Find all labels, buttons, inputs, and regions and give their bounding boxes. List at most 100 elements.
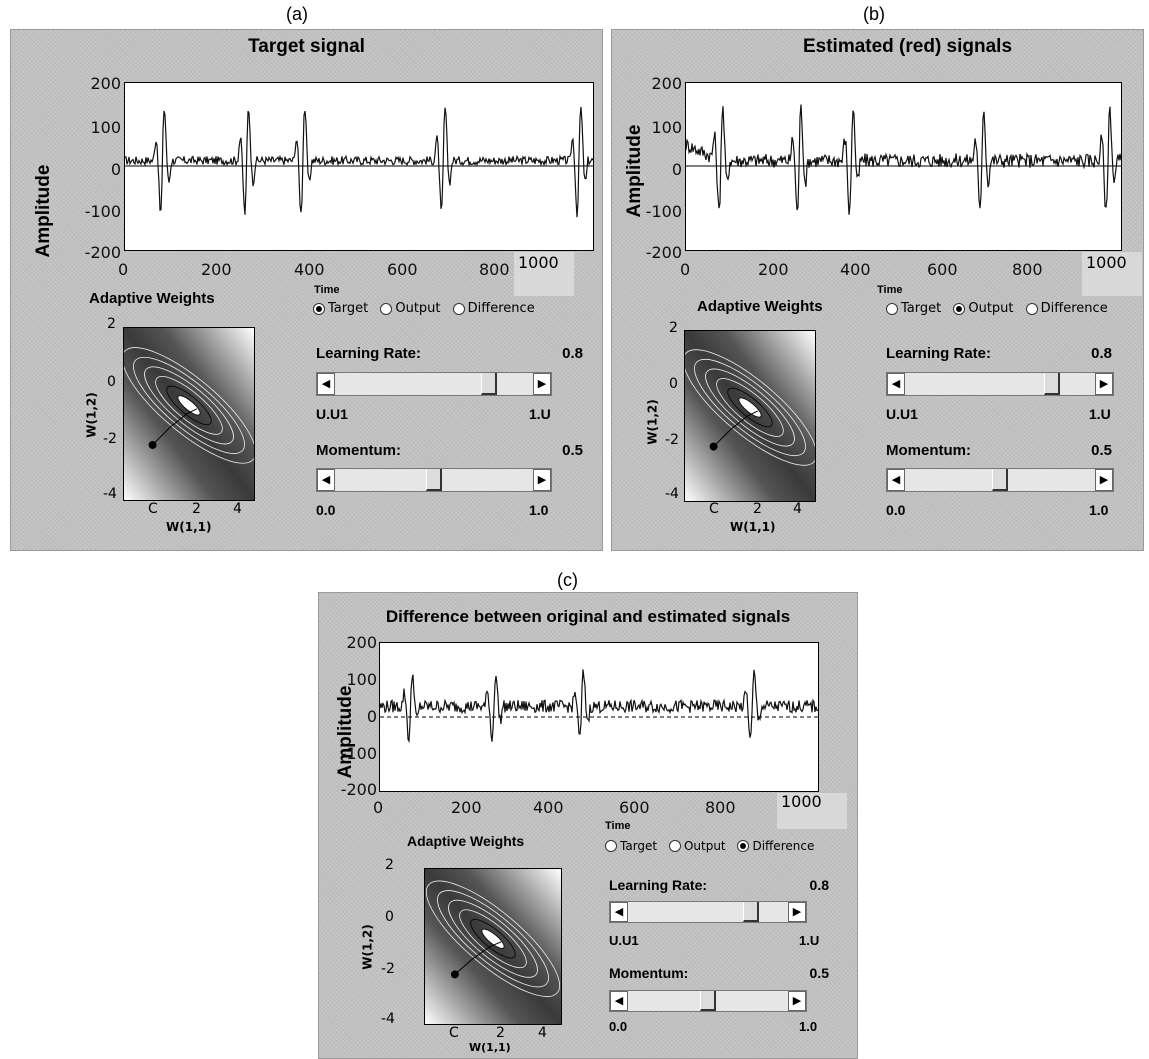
weights-x-tick: 4 [538, 1025, 547, 1041]
weights-x-label: W(1,1) [469, 1041, 511, 1054]
slider-right-arrow-icon[interactable]: ▶ [1095, 373, 1113, 395]
difference-signal-trace [380, 669, 818, 744]
momentum-slider[interactable]: ◀ ▶ [886, 468, 1114, 492]
weights-title: Adaptive Weights [407, 833, 525, 849]
learning-rate-slider[interactable]: ◀ ▶ [886, 372, 1114, 396]
x-tick: 800 [479, 260, 510, 279]
weights-x-tick: 2 [496, 1025, 505, 1041]
learning-rate-max: 1.U [529, 406, 551, 422]
slider-left-arrow-icon[interactable]: ◀ [610, 991, 628, 1011]
x-tick: 800 [1012, 260, 1043, 279]
radio-label: Output [395, 301, 441, 316]
x-tick: 200 [201, 260, 232, 279]
view-radio-group: Target Output Difference [886, 301, 1116, 319]
learning-rate-label: Learning Rate: [609, 877, 708, 893]
weights-x-tick: 2 [192, 501, 201, 517]
slider-right-arrow-icon[interactable]: ▶ [788, 902, 806, 922]
slider-right-arrow-icon[interactable]: ▶ [1095, 469, 1113, 491]
contour-line [144, 366, 234, 445]
radio-output[interactable]: Output [380, 301, 441, 316]
momentum-max: 1.0 [799, 1019, 818, 1034]
momentum-label: Momentum: [316, 442, 401, 459]
weights-y-tick: -2 [381, 961, 395, 977]
slider-thumb[interactable] [426, 469, 442, 491]
radio-difference[interactable]: Difference [452, 301, 535, 316]
slider-thumb[interactable] [1044, 373, 1061, 395]
slider-left-arrow-icon[interactable]: ◀ [887, 373, 905, 395]
contour-line [437, 890, 549, 988]
slider-right-arrow-icon[interactable]: ▶ [533, 373, 551, 395]
slider-left-arrow-icon[interactable]: ◀ [317, 373, 335, 395]
weights-x-label: W(1,1) [730, 520, 776, 534]
slider-thumb[interactable] [743, 902, 760, 922]
weights-y-tick: -4 [103, 486, 117, 502]
panel-title: Estimated (red) signals [802, 36, 1013, 57]
contour-line [459, 909, 527, 969]
weights-x-tick: C [709, 501, 719, 517]
learning-rate-min: U.U1 [316, 406, 348, 422]
y-tick: -200 [340, 780, 377, 799]
weights-x-tick: 4 [233, 501, 242, 517]
slider-thumb[interactable] [992, 469, 1008, 491]
learning-rate-max: 1.U [1089, 406, 1111, 422]
y-axis-label: Amplitude [33, 164, 54, 258]
radio-target[interactable]: Target [886, 301, 941, 316]
weights-contour-plot [684, 330, 816, 502]
radio-difference[interactable]: Difference [1025, 301, 1108, 316]
weights-y-tick: 2 [385, 857, 394, 873]
learning-rate-value: 0.8 [1091, 345, 1112, 362]
y-tick: 100 [90, 118, 121, 137]
y-tick: -100 [340, 744, 377, 763]
momentum-slider[interactable]: ◀ ▶ [316, 468, 552, 492]
radio-difference[interactable]: Difference [737, 839, 814, 853]
contour-line [166, 385, 212, 426]
slider-left-arrow-icon[interactable]: ◀ [610, 902, 628, 922]
weights-y-tick: 2 [669, 320, 678, 336]
momentum-label: Momentum: [886, 442, 971, 459]
weights-x-label: W(1,1) [166, 520, 212, 534]
y-tick: 100 [651, 118, 682, 137]
slider-left-arrow-icon[interactable]: ◀ [317, 469, 335, 491]
x-tick: 400 [294, 260, 325, 279]
weights-y-tick: -2 [103, 431, 117, 447]
weights-contour-plot [123, 327, 255, 501]
radio-output[interactable]: Output [668, 839, 726, 853]
contour-svg [425, 869, 561, 1024]
weights-y-tick: 0 [385, 909, 394, 925]
radio-target[interactable]: Target [605, 839, 657, 853]
x-tick: 400 [533, 798, 564, 817]
momentum-value: 0.5 [1091, 442, 1112, 459]
weight-start-point [148, 440, 157, 449]
x-tick: 0 [118, 260, 129, 279]
slider-right-arrow-icon[interactable]: ▶ [788, 991, 806, 1011]
contour-line [727, 387, 773, 428]
weights-y-label: W(1,2) [360, 924, 375, 970]
learning-rate-value: 0.8 [562, 345, 583, 362]
radio-label: Output [683, 839, 726, 853]
radio-label: Difference [1040, 301, 1108, 316]
y-tick: -100 [84, 202, 121, 221]
radio-output[interactable]: Output [953, 301, 1014, 316]
momentum-slider[interactable]: ◀ ▶ [609, 990, 807, 1012]
radio-target[interactable]: Target [313, 301, 368, 316]
time-label: Time [877, 284, 903, 296]
slider-thumb[interactable] [700, 991, 716, 1011]
y-tick: 0 [366, 707, 377, 726]
learning-rate-slider[interactable]: ◀ ▶ [609, 901, 807, 923]
slider-thumb[interactable] [480, 373, 497, 395]
panel-title: Difference between original and estimate… [385, 607, 791, 626]
caption-a: (a) [286, 4, 308, 24]
learning-rate-label: Learning Rate: [886, 345, 992, 362]
x-tick: 600 [387, 260, 418, 279]
learning-rate-slider[interactable]: ◀ ▶ [316, 372, 552, 396]
slider-left-arrow-icon[interactable]: ◀ [887, 469, 905, 491]
momentum-max: 1.0 [529, 502, 549, 518]
momentum-value: 0.5 [809, 965, 829, 981]
panel-estimated: Estimated (red) signals Amplitude 200 10… [611, 29, 1144, 551]
x-tick-1000: 1000 [777, 793, 847, 829]
weights-title: Adaptive Weights [697, 298, 823, 315]
radio-button-icon [953, 302, 966, 315]
slider-right-arrow-icon[interactable]: ▶ [533, 469, 551, 491]
time-label: Time [314, 284, 340, 296]
momentum-min: 0.0 [886, 502, 906, 518]
